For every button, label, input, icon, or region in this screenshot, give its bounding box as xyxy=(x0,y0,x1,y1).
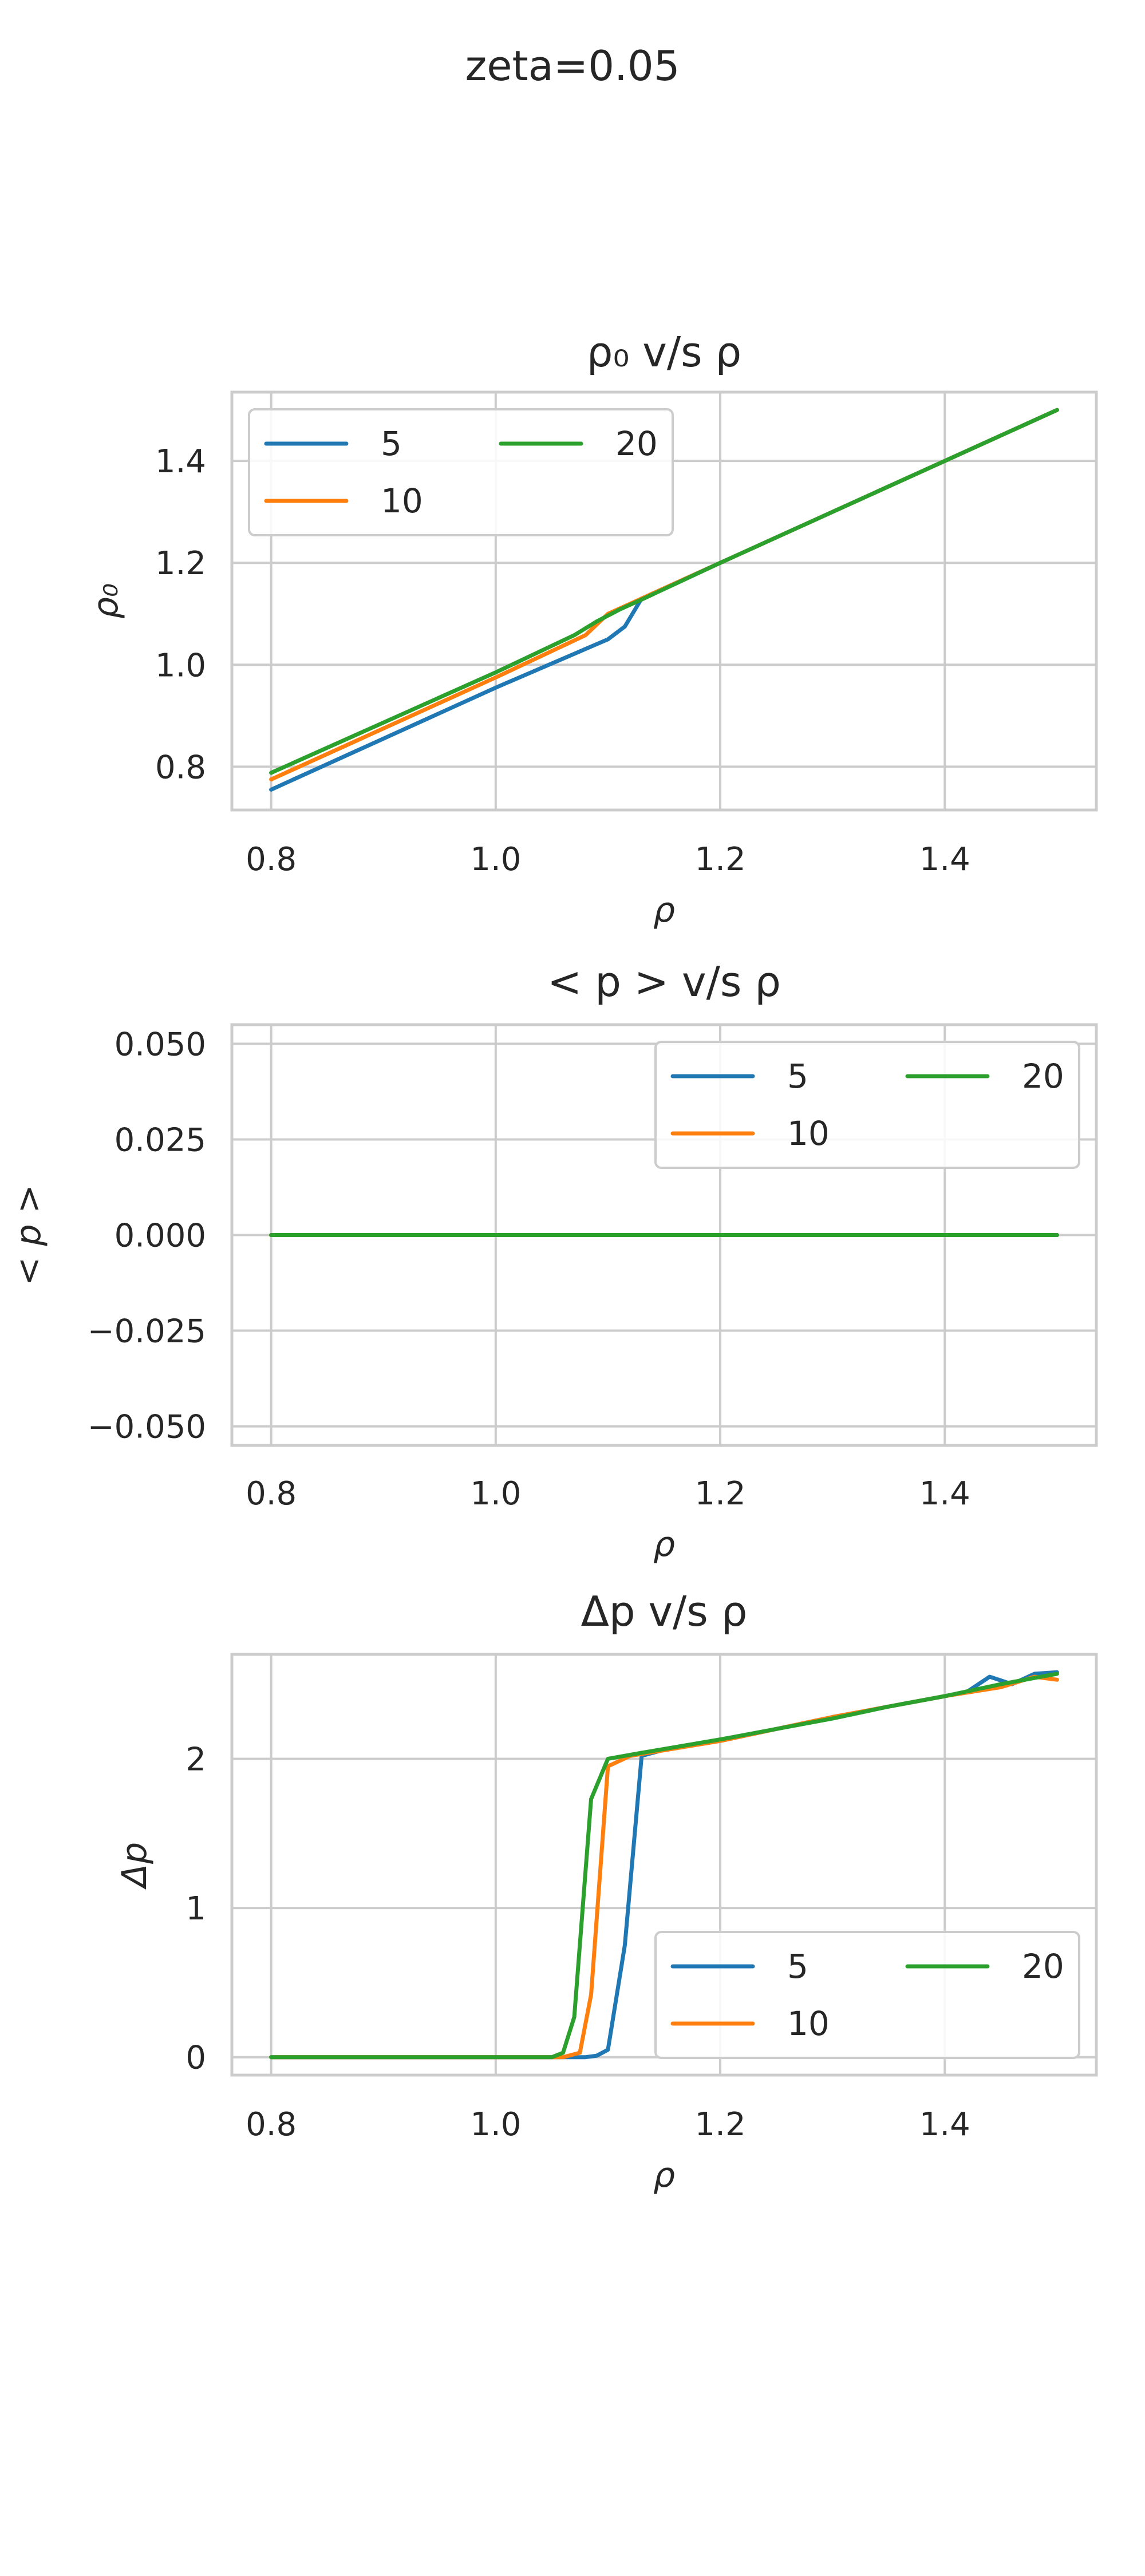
legend-label-10: 10 xyxy=(381,481,423,520)
legend-label-5: 5 xyxy=(787,1057,808,1096)
y-tick-label: 0.050 xyxy=(114,1026,206,1063)
x-tick-label: 1.2 xyxy=(695,841,746,878)
y-tick-label: 0.8 xyxy=(155,749,206,786)
plot-area-frame xyxy=(230,1023,1098,1447)
x-tick-label: 0.8 xyxy=(246,841,297,878)
series-line-20 xyxy=(269,408,1059,775)
y-tick-label: 1 xyxy=(185,1890,206,1927)
legend-label-10: 10 xyxy=(787,2004,830,2043)
y-tick-label: −0.025 xyxy=(88,1313,206,1350)
legend-label-20: 20 xyxy=(1022,1947,1064,1986)
panel-title: Δp v/s ρ xyxy=(581,1587,748,1635)
legend: 5 10 20 xyxy=(654,1041,1080,1169)
y-tick-label: −0.050 xyxy=(88,1409,206,1446)
chart-panel-2: 0.8 1.0 1.2 1.4 0.050 0.025 0.000 −0.025 −0.050 <… xyxy=(9,958,1098,1564)
legend-label-5: 5 xyxy=(787,1947,808,1986)
chart-panel-3: 0.8 1.0 1.2 1.4 0 1 2 Δp v/s ρ ρ Δp 5 10 20 xyxy=(114,1587,1098,2195)
plot-area-frame xyxy=(230,1653,1098,2077)
legend-label-20: 20 xyxy=(615,424,658,463)
x-axis-label: ρ xyxy=(653,2155,675,2195)
panel-title: ρ₀ v/s ρ xyxy=(587,328,741,376)
plot-area-frame xyxy=(230,390,1098,812)
panel-title: < p > v/s ρ xyxy=(547,958,781,1006)
x-tick-label: 1.0 xyxy=(470,841,521,878)
y-tick-label: 1.2 xyxy=(155,545,206,582)
y-tick-label: 1.4 xyxy=(155,443,206,480)
legend-label-5: 5 xyxy=(381,424,402,463)
legend-box xyxy=(248,408,674,536)
x-tick-label: 1.2 xyxy=(695,2106,746,2143)
legend-box xyxy=(654,1041,1080,1169)
x-tick-label: 1.4 xyxy=(919,1475,970,1512)
legend-label-10: 10 xyxy=(787,1114,830,1153)
x-tick-label: 0.8 xyxy=(246,1475,297,1512)
x-tick-label: 1.0 xyxy=(470,1475,521,1512)
y-axis-label: ρ₀ xyxy=(86,583,126,619)
y-tick-label: 0.025 xyxy=(114,1121,206,1159)
x-axis-label: ρ xyxy=(653,1524,675,1564)
series-line-20 xyxy=(269,1672,1059,2060)
y-tick-label: 1.0 xyxy=(155,647,206,684)
x-tick-label: 1.2 xyxy=(695,1475,746,1512)
x-tick-label: 1.0 xyxy=(470,2106,521,2143)
chart-panel-1: 0.8 1.0 1.2 1.4 0.8 1.0 1.2 1.4 ρ₀ v/s ρ ρ ρ₀ 5 10 20 xyxy=(86,328,1098,930)
legend: 5 10 20 xyxy=(248,408,674,536)
y-tick-label: 2 xyxy=(185,1741,206,1778)
chart-panels: 0.8 1.0 1.2 1.40.81.01.21.4ρ₀ v/s ρρρ₀51020… xyxy=(9,328,1098,2195)
legend-label-20: 20 xyxy=(1022,1057,1064,1096)
x-tick-label: 1.4 xyxy=(919,841,970,878)
legend-box xyxy=(654,1931,1080,2059)
y-tick-label: 0 xyxy=(185,2040,206,2077)
legend: 5 10 20 xyxy=(654,1931,1080,2059)
x-tick-label: 0.8 xyxy=(246,2106,297,2143)
y-axis-label: < p > xyxy=(9,1184,49,1286)
y-axis-label: Δp xyxy=(114,1842,155,1890)
y-tick-label: 0.000 xyxy=(114,1218,206,1255)
x-axis-label: ρ xyxy=(653,890,675,930)
figure-suptitle: zeta=0.05 xyxy=(465,42,680,90)
x-tick-label: 1.4 xyxy=(919,2106,970,2143)
